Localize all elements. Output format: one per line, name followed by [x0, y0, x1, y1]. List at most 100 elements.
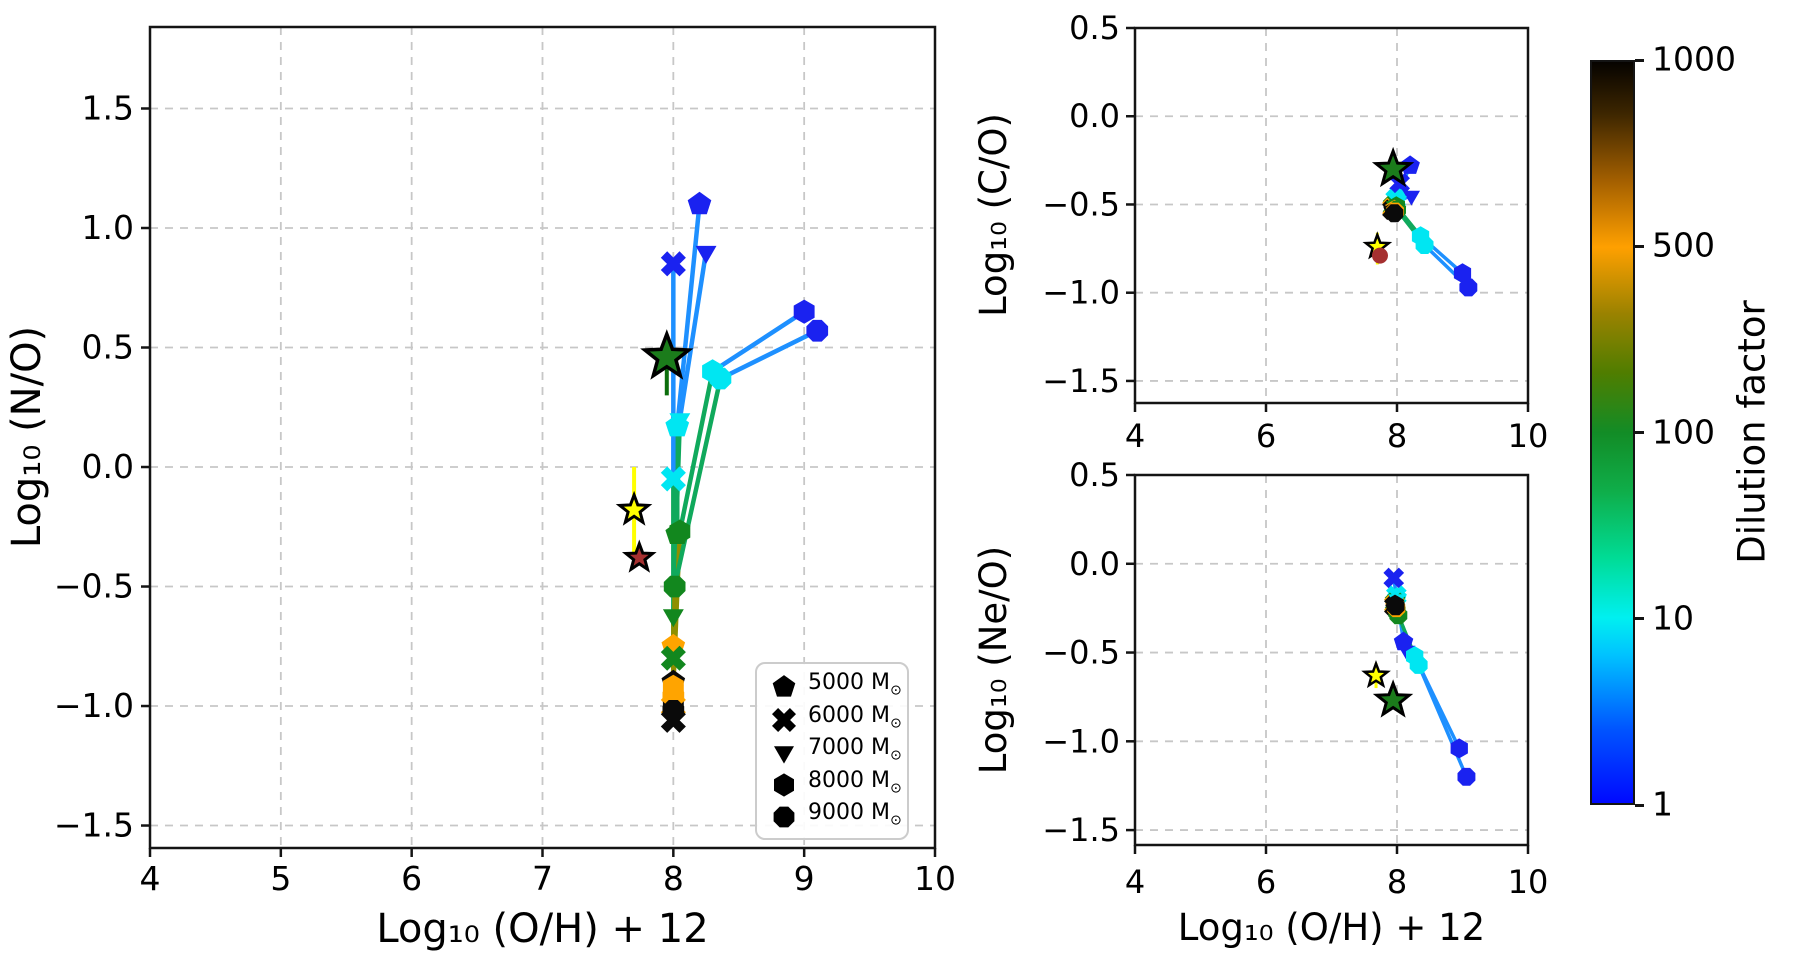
green-star [1372, 679, 1414, 718]
y-axis-label-no: Log₁₀ (N/O) [4, 326, 50, 548]
colorbar-tick [1635, 58, 1644, 62]
marker-triangle-dil-1 [1402, 190, 1420, 206]
y-tick-label: −0.5 [1042, 185, 1120, 223]
green-star [1371, 146, 1415, 188]
legend-label: 5000 M⊙ [808, 668, 902, 705]
solar-mass-icon: ⊙ [889, 715, 902, 732]
legend-label: 9000 M⊙ [808, 798, 902, 835]
marker-octagon-dil-100 [663, 575, 686, 598]
marker-triangle-dil-1 [695, 245, 717, 264]
x-tick-label: 8 [1387, 417, 1407, 455]
marker-x-dil-100 [660, 645, 686, 671]
y-axis-label-co: Log₁₀ (C/O) [972, 113, 1015, 317]
track-line-9000 [672, 376, 723, 589]
y-tick-label: 1.0 [82, 208, 134, 247]
marker-octagon-dil-1000 [1386, 597, 1405, 616]
track-line-9000 [718, 328, 820, 381]
y-tick-label: 0.5 [1069, 9, 1120, 47]
solar-mass-icon: ⊙ [889, 682, 902, 699]
y-tick-label: −1.0 [1042, 274, 1120, 312]
legend-label: 6000 M⊙ [808, 701, 902, 738]
x-tick-label: 6 [401, 859, 422, 898]
marker-octagon-dil-10 [709, 367, 732, 390]
hexagon-glyph [774, 773, 794, 797]
y-tick-label: 0.0 [82, 447, 134, 486]
panel-co: 4 6 8 10 0.5 0.0 −0.5 −1.0 −1.5 Log₁₀ (C/O) [972, 9, 1548, 455]
marker-x-dil-10 [660, 466, 686, 492]
x-tick-label: 6 [1256, 417, 1276, 455]
legend-label-text: 9000 M [808, 800, 890, 826]
yellow-star [615, 490, 653, 526]
legend-label-text: 7000 M [808, 735, 890, 761]
colorbar-tick [1635, 617, 1644, 621]
legend-label-text: 8000 M [808, 768, 890, 794]
marker-hexagon-dil-1 [1453, 263, 1472, 284]
marker-octagon-dil-1 [1459, 278, 1478, 297]
legend-item-7000: 7000 M⊙ [757, 735, 902, 767]
octagon-glyph [773, 806, 795, 828]
y-tick-label: −0.5 [54, 567, 134, 606]
colorbar-tick-label: 100 [1652, 412, 1715, 452]
pentagon-icon [772, 675, 796, 697]
y-tick-label: 0.5 [1069, 456, 1120, 494]
solar-mass-icon: ⊙ [889, 747, 902, 764]
colorbar-tick-label: 10 [1652, 598, 1694, 638]
marker-hexagon-dil-1 [793, 299, 815, 324]
x-tick-label: 4 [140, 859, 161, 898]
marker-octagon-dil-1 [1457, 767, 1476, 786]
panel-no: 4 5 6 7 8 9 10 1.5 1.0 0.5 0.0 −0.5 −1.0 −1.5 Log₁₀ (O… [4, 25, 956, 952]
marker-octagon-dil-1000 [662, 700, 685, 722]
legend-label: 8000 M⊙ [808, 766, 902, 803]
x-axis-label-no: Log₁₀ (O/H) + 12 [376, 906, 708, 952]
marker-octagon-dil-10 [1415, 236, 1434, 254]
track-line-8000 [710, 309, 807, 374]
marker-octagon-dil-1000 [1385, 204, 1404, 223]
marker-triangle-dil-10 [669, 413, 691, 432]
x-tick-label: 4 [1125, 863, 1145, 901]
y-tick-label: −1.5 [1042, 811, 1120, 849]
hexagon-icon [774, 773, 794, 797]
legend: 5000 M⊙ 6000 M⊙ 7000 M⊙ 8000 M⊙ 9000 M⊙ [755, 662, 909, 840]
legend-item-5000: 5000 M⊙ [757, 670, 902, 702]
octagon-icon [773, 806, 795, 828]
y-tick-label: 1.5 [82, 89, 134, 128]
track-line-8000 [677, 369, 715, 534]
track-line-5000 [675, 201, 702, 429]
x-tick-label: 10 [1508, 863, 1549, 901]
x-tick-label: 8 [1387, 863, 1407, 901]
track-line-7000 [677, 249, 709, 422]
marker-pentagon-dil-1 [687, 191, 712, 215]
marker-hexagon-dil-1 [1450, 738, 1468, 759]
x-tick-label: 5 [270, 859, 291, 898]
axes-border [1133, 473, 1530, 847]
x-tick-label: 6 [1256, 863, 1276, 901]
y-tick-label: −1.0 [1042, 722, 1120, 760]
marker-octagon-dil-1 [806, 319, 829, 342]
y-axis-label-ne: Log₁₀ (Ne/O) [972, 546, 1015, 774]
triangle-glyph [774, 746, 794, 764]
axes-border [1133, 26, 1530, 405]
solar-mass-icon: ⊙ [889, 812, 902, 829]
legend-item-8000: 8000 M⊙ [757, 768, 902, 800]
marker-x-dil-1 [1383, 567, 1405, 589]
marker-x-dil-1 [660, 251, 686, 277]
red-circle [1371, 247, 1388, 264]
colorbar-gradient [1590, 60, 1635, 805]
y-tick-label: −1.5 [54, 806, 134, 845]
y-tick-label: −0.5 [1042, 634, 1120, 672]
yellow-star [1361, 660, 1391, 689]
x-tick-label: 7 [532, 859, 553, 898]
marker-pentagon-dil-1 [1393, 631, 1414, 651]
legend-label-text: 6000 M [808, 703, 890, 729]
green-star [640, 329, 694, 380]
colorbar-tick-label: 1000 [1652, 39, 1736, 79]
x-tick-label: 10 [1508, 417, 1549, 455]
legend-label-text: 5000 M [808, 670, 890, 696]
colorbar-title: Dilution factor [1730, 300, 1774, 564]
colorbar-tick-label: 500 [1652, 225, 1715, 265]
marker-triangle-dil-100 [662, 609, 684, 628]
y-tick-label: −1.5 [1042, 362, 1120, 400]
y-tick-label: 0.5 [82, 328, 134, 367]
